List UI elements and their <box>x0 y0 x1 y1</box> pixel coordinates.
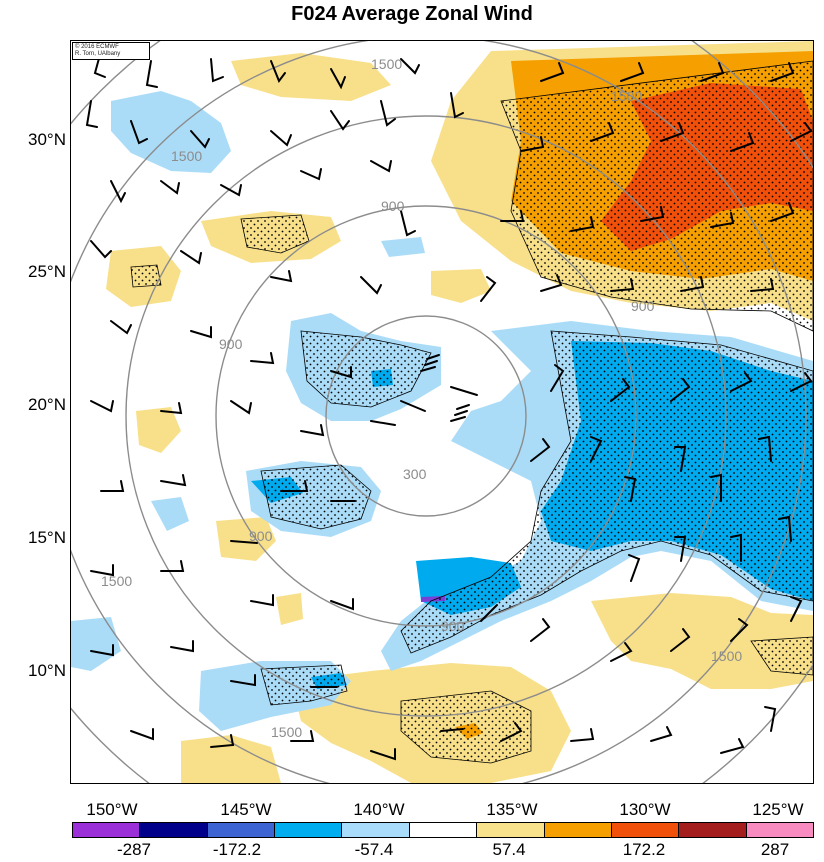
lon-label-140w: 140°W <box>353 800 405 819</box>
shade-light-blue-n-small <box>381 237 425 257</box>
ring-label-1500-f: 1500 <box>271 724 302 740</box>
ring-label-1500-e: 1500 <box>711 648 742 664</box>
ring-label-900-c: 900 <box>631 298 655 314</box>
ring-label-900-a: 900 <box>381 198 405 214</box>
ring-label-1500-a: 1500 <box>371 56 402 72</box>
colorbar-label-3: -57.4 <box>354 840 394 859</box>
colorbar-cell-4 <box>275 823 343 837</box>
lon-label-150w: 150°W <box>86 800 138 819</box>
lat-label-10n: 10°N <box>28 661 66 680</box>
ring-label-900-e: 900 <box>441 618 465 634</box>
chart-title: F024 Average Zonal Wind <box>291 3 533 25</box>
colorbar-cell-8 <box>544 823 612 837</box>
ring-label-900-d: 900 <box>249 528 273 544</box>
wind-barbs <box>85 50 813 761</box>
credit-box: © 2016 ECMWF R. Torn, UAlbany <box>72 42 150 60</box>
shade-light-yellow-wsmall <box>136 407 181 453</box>
colorbar-cell-1 <box>73 823 141 837</box>
range-rings <box>71 41 813 783</box>
credit-line-1: © 2016 ECMWF <box>75 44 119 50</box>
shade-light-yellow-nw1 <box>231 53 391 101</box>
colorbar-label-6: 287 <box>760 840 790 859</box>
shade-light-blue-w2 <box>151 497 189 531</box>
lat-label-20n: 20°N <box>28 395 66 414</box>
ring-label-300: 300 <box>403 466 427 482</box>
lon-label-125w: 125°W <box>752 800 804 819</box>
ring-label-1500-d: 1500 <box>101 573 132 589</box>
shade-light-yellow-cw2 <box>276 593 303 625</box>
colorbar-cell-10 <box>679 823 747 837</box>
colorbar <box>72 822 814 838</box>
lat-label-15n: 15°N <box>28 528 66 547</box>
colorbar-cell-11 <box>746 823 813 837</box>
ring-label-1500-b: 1500 <box>171 148 202 164</box>
colorbar-cell-3 <box>207 823 276 837</box>
stippling <box>130 60 813 764</box>
colorbar-label-1: -287 <box>116 840 152 859</box>
map-plot-area[interactable]: 300 900 900 900 900 900 1500 1500 1500 1… <box>70 40 814 784</box>
lon-label-145w: 145°W <box>220 800 272 819</box>
colorbar-cell-6 <box>409 823 478 837</box>
colorbar-cell-9 <box>611 823 680 837</box>
colorbar-cell-2 <box>140 823 208 837</box>
lon-label-135w: 135°W <box>486 800 538 819</box>
shade-light-yellow-cw <box>216 517 276 561</box>
shade-light-blue-nw <box>111 91 231 173</box>
range-ring-labels: 300 900 900 900 900 900 1500 1500 1500 1… <box>101 56 742 740</box>
colorbar-label-2: -172.2 <box>212 840 262 859</box>
shade-light-yellow-se <box>591 593 813 689</box>
lat-label-25n: 25°N <box>28 262 66 281</box>
credit-line-2: R. Torn, UAlbany <box>75 51 121 57</box>
zonal-wind-map: 300 900 900 900 900 900 1500 1500 1500 1… <box>71 41 813 783</box>
shade-light-blue-sw <box>71 617 121 671</box>
shade-light-yellow-mid <box>431 269 491 303</box>
colorbar-cell-7 <box>477 823 545 837</box>
lat-label-30n: 30°N <box>28 130 66 149</box>
colorbar-label-4: 57.4 <box>492 840 526 859</box>
shade-light-yellow-sw <box>181 735 281 783</box>
colorbar-cell-5 <box>342 823 410 837</box>
lon-label-130w: 130°W <box>619 800 671 819</box>
ring-label-900-b: 900 <box>219 336 243 352</box>
colorbar-label-5: 172.2 <box>622 840 666 859</box>
ring-label-1500-c: 1500 <box>611 88 642 104</box>
